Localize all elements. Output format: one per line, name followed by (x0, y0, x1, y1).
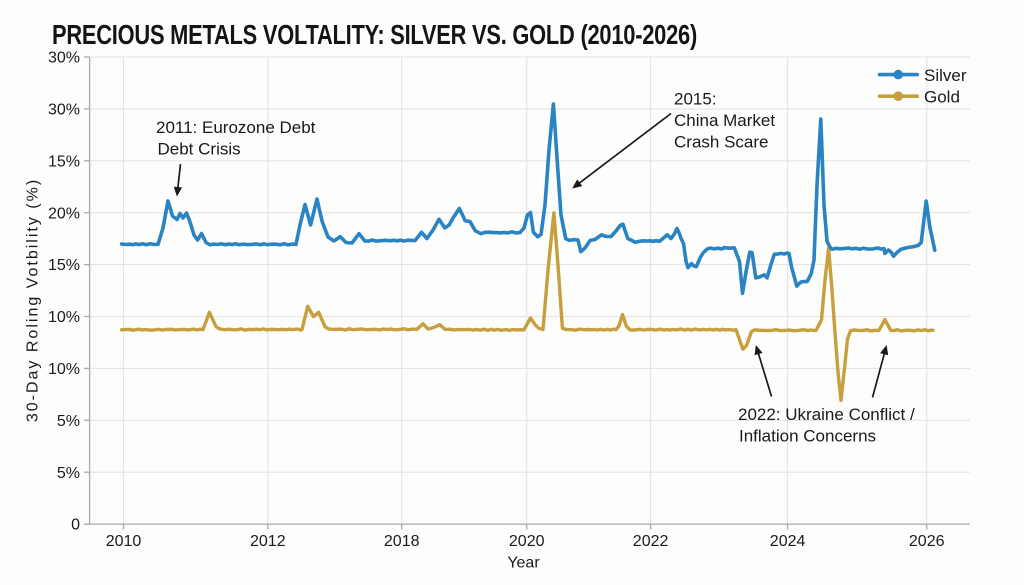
svg-text:30%: 30% (48, 50, 80, 67)
svg-text:Inflation Concerns: Inflation Concerns (739, 427, 876, 446)
svg-text:15%: 15% (48, 257, 80, 274)
svg-text:5%: 5% (57, 413, 80, 430)
svg-text:30%: 30% (48, 102, 80, 119)
svg-text:Year: Year (507, 555, 540, 572)
svg-text:Crash Scare: Crash Scare (674, 133, 768, 152)
svg-text:2026: 2026 (909, 533, 945, 550)
svg-text:2010: 2010 (106, 533, 142, 550)
svg-text:5%: 5% (57, 465, 80, 482)
svg-text:Gold: Gold (924, 87, 960, 106)
svg-text:20%: 20% (48, 205, 80, 222)
svg-text:2020: 2020 (509, 533, 545, 550)
svg-text:2024: 2024 (770, 533, 806, 550)
svg-text:10%: 10% (48, 361, 80, 378)
svg-text:10%: 10% (48, 309, 80, 326)
svg-text:2018: 2018 (384, 533, 420, 550)
svg-text:0: 0 (71, 517, 80, 534)
svg-text:2011: Eurozone Debt: 2011: Eurozone Debt (156, 118, 316, 137)
svg-text:China Market: China Market (674, 111, 775, 130)
svg-text:30-Day Roling Votbility (%): 30-Day Roling Votbility (%) (25, 178, 42, 422)
svg-text:Silver: Silver (924, 66, 967, 85)
svg-text:2012: 2012 (250, 533, 286, 550)
svg-text:PRECIOUS METALS VOLTALITY: SIL: PRECIOUS METALS VOLTALITY: SILVER VS. GO… (52, 19, 697, 50)
svg-text:15%: 15% (48, 153, 80, 170)
svg-text:2015:: 2015: (674, 90, 717, 109)
svg-text:2022: Ukraine Conflict /: 2022: Ukraine Conflict / (738, 405, 915, 424)
svg-text:Debt Crisis: Debt Crisis (158, 139, 241, 158)
svg-text:2022: 2022 (633, 533, 669, 550)
